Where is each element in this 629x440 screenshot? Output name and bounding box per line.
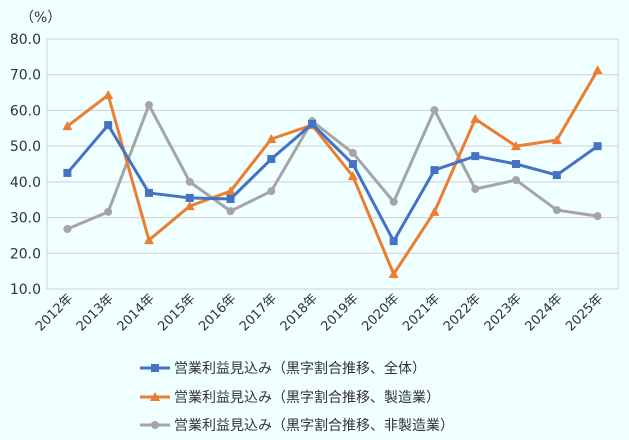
data-point: [512, 176, 521, 185]
data-point: [471, 152, 480, 161]
y-tick-label: 20.0: [10, 246, 41, 262]
data-point: [63, 168, 72, 177]
data-point: [551, 135, 562, 145]
data-point: [552, 171, 561, 180]
x-tick-label: 2017年: [237, 291, 280, 334]
legend-item: 営業利益見込み（黒字割合推移、非製造業）: [140, 417, 454, 434]
x-tick-label: 2013年: [74, 291, 117, 334]
x-tick-label: 2021年: [400, 291, 443, 334]
data-point: [593, 142, 602, 151]
data-point: [104, 121, 113, 130]
y-tick-label: 50.0: [10, 139, 41, 155]
x-tick-label: 2020年: [359, 291, 402, 334]
data-point: [184, 201, 195, 211]
data-point: [429, 206, 440, 216]
data-point: [592, 65, 603, 75]
data-point: [103, 90, 114, 100]
data-point: [389, 237, 398, 246]
data-point: [267, 155, 276, 163]
data-point: [63, 225, 72, 233]
data-point: [225, 186, 236, 196]
series-2: [62, 65, 603, 278]
data-point: [266, 134, 277, 143]
y-tick-label: 10.0: [10, 282, 41, 298]
data-point: [471, 185, 480, 193]
data-point: [62, 121, 73, 131]
legend-marker: [151, 364, 159, 372]
legend-label: 営業利益見込み（黒字割合推移、製造業）: [174, 389, 440, 406]
data-point: [430, 106, 439, 115]
series-1: [63, 120, 602, 246]
data-point: [185, 193, 194, 202]
data-point: [389, 197, 398, 206]
data-point: [226, 195, 235, 203]
data-point: [347, 171, 358, 181]
x-tick-label: 2014年: [115, 291, 158, 334]
data-point: [308, 120, 317, 128]
data-point: [511, 141, 522, 151]
legend-marker: [151, 421, 159, 429]
legend-marker: [150, 392, 160, 401]
x-tick-label: 2022年: [441, 291, 484, 334]
y-tick-label: 60.0: [10, 103, 41, 119]
data-point: [185, 177, 194, 186]
series-line: [66, 103, 598, 231]
data-point: [512, 160, 521, 168]
y-tick-label: 80.0: [10, 32, 41, 48]
x-tick-label: 2015年: [155, 291, 198, 334]
data-point: [144, 101, 153, 110]
x-tick-label: 2018年: [278, 291, 321, 334]
data-point: [143, 235, 154, 245]
x-tick-label: 2025年: [563, 291, 606, 334]
series-line: [66, 122, 599, 243]
x-tick-label: 2023年: [482, 291, 525, 334]
y-tick-label: 30.0: [10, 211, 41, 227]
data-point: [144, 188, 153, 197]
legend-label: 営業利益見込み（黒字割合推移、非製造業）: [174, 417, 454, 434]
legend-item: 営業利益見込み（黒字割合推移、製造業）: [140, 389, 440, 406]
legend-item: 営業利益見込み（黒字割合推移、全体）: [140, 360, 426, 377]
data-point: [430, 166, 439, 175]
data-point: [267, 187, 276, 196]
series-line: [66, 69, 599, 276]
data-point: [348, 148, 357, 157]
series-3: [63, 101, 602, 233]
data-point: [104, 207, 113, 216]
y-tick-label: 70.0: [10, 68, 41, 84]
data-point: [388, 269, 399, 278]
x-tick-label: 2016年: [196, 291, 239, 334]
y-axis-unit-label: （%）: [20, 10, 61, 26]
data-point: [593, 212, 602, 221]
data-point: [348, 160, 357, 168]
data-point: [470, 114, 481, 123]
data-point: [226, 207, 235, 216]
y-tick-label: 40.0: [10, 175, 41, 191]
x-tick-label: 2024年: [522, 291, 565, 334]
legend-label: 営業利益見込み（黒字割合推移、全体）: [174, 360, 426, 377]
data-point: [552, 206, 561, 215]
x-tick-label: 2019年: [319, 291, 362, 334]
